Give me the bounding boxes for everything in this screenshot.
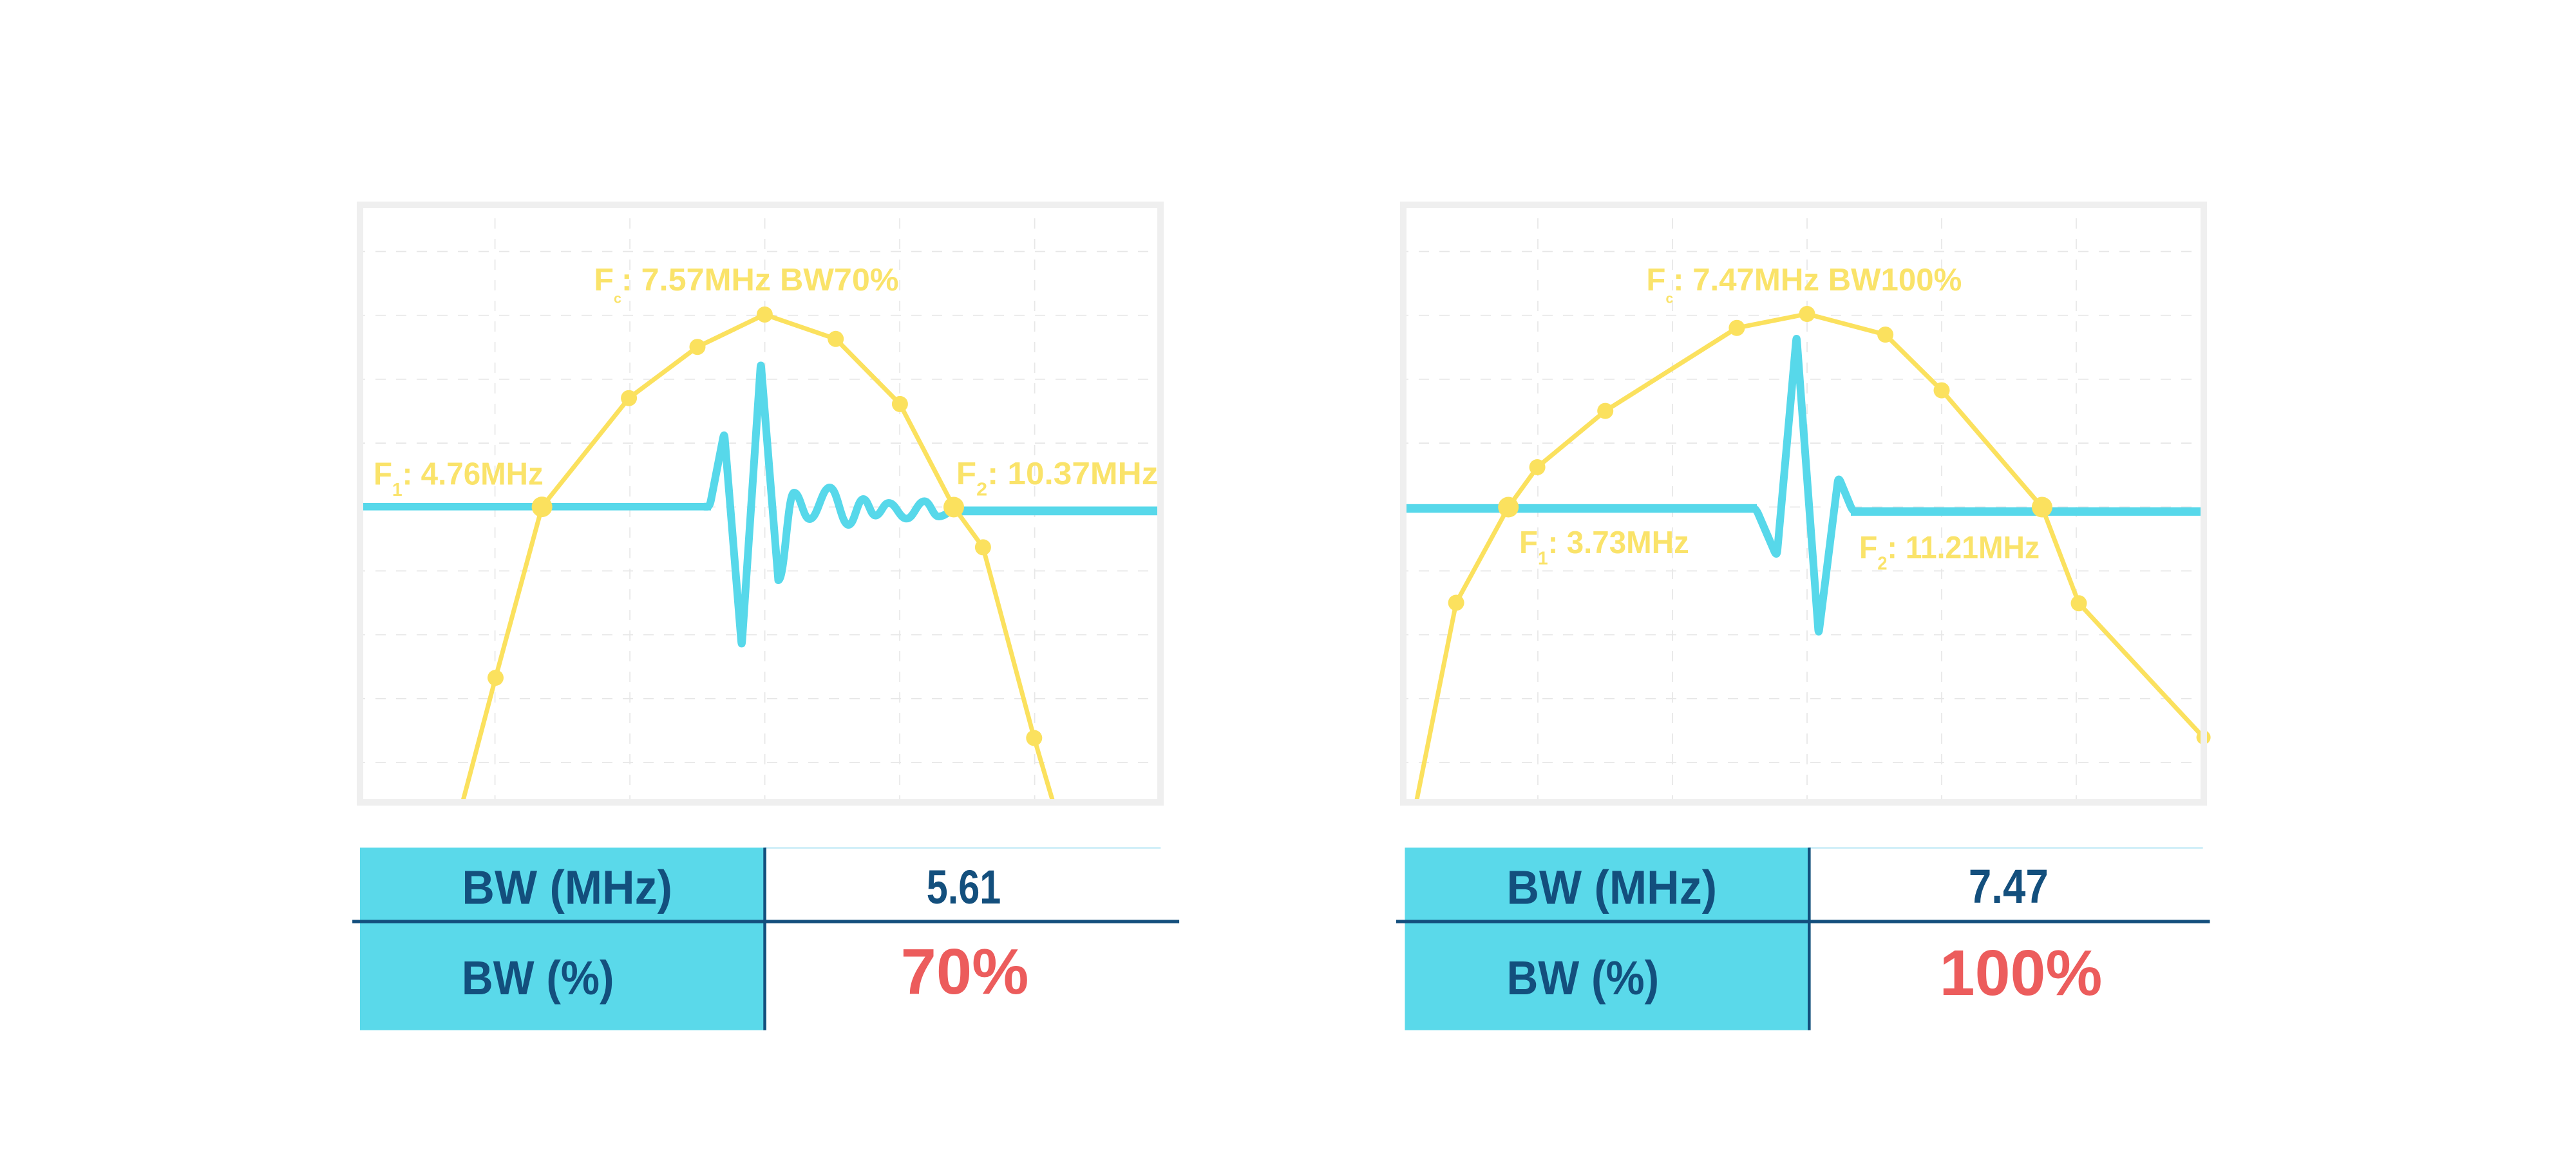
svg-text:7.47: 7.47 xyxy=(1969,860,2049,914)
svg-text:F1: 4.76MHz: F1: 4.76MHz xyxy=(374,457,544,500)
svg-text:BW (%): BW (%) xyxy=(1507,952,1660,1005)
svg-text:BW (MHz): BW (MHz) xyxy=(462,862,672,914)
svg-text:Fc: 7.57MHz BW70%: Fc: 7.57MHz BW70% xyxy=(594,262,898,307)
svg-text:100%: 100% xyxy=(1940,937,2103,1009)
svg-text:Fc: 7.47MHz BW100%: Fc: 7.47MHz BW100% xyxy=(1646,263,1962,306)
svg-text:F2: 11.21MHz: F2: 11.21MHz xyxy=(1859,531,2040,574)
svg-text:70%: 70% xyxy=(901,936,1029,1008)
svg-text:BW (%): BW (%) xyxy=(462,952,614,1005)
svg-text:F1: 3.73MHz: F1: 3.73MHz xyxy=(1519,525,1689,569)
svg-text:BW (MHz): BW (MHz) xyxy=(1507,862,1718,914)
svg-text:F2: 10.37MHz: F2: 10.37MHz xyxy=(956,456,1159,500)
svg-text:5.61: 5.61 xyxy=(927,861,1001,914)
